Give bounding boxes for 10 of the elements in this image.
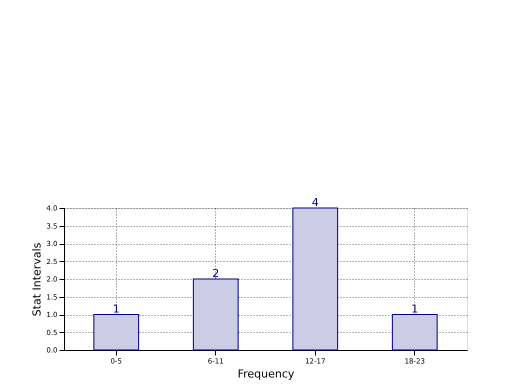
y-axis-title: Stat Intervals <box>30 242 44 316</box>
bar <box>392 314 438 350</box>
bar <box>93 314 140 350</box>
bar <box>192 278 239 350</box>
data-label: 1 <box>411 302 418 316</box>
bar <box>292 208 338 350</box>
data-label: 2 <box>212 267 220 280</box>
data-label: 1 <box>112 302 120 316</box>
data-label: 4 <box>312 196 319 209</box>
x-axis-title: Frequency <box>238 368 295 380</box>
